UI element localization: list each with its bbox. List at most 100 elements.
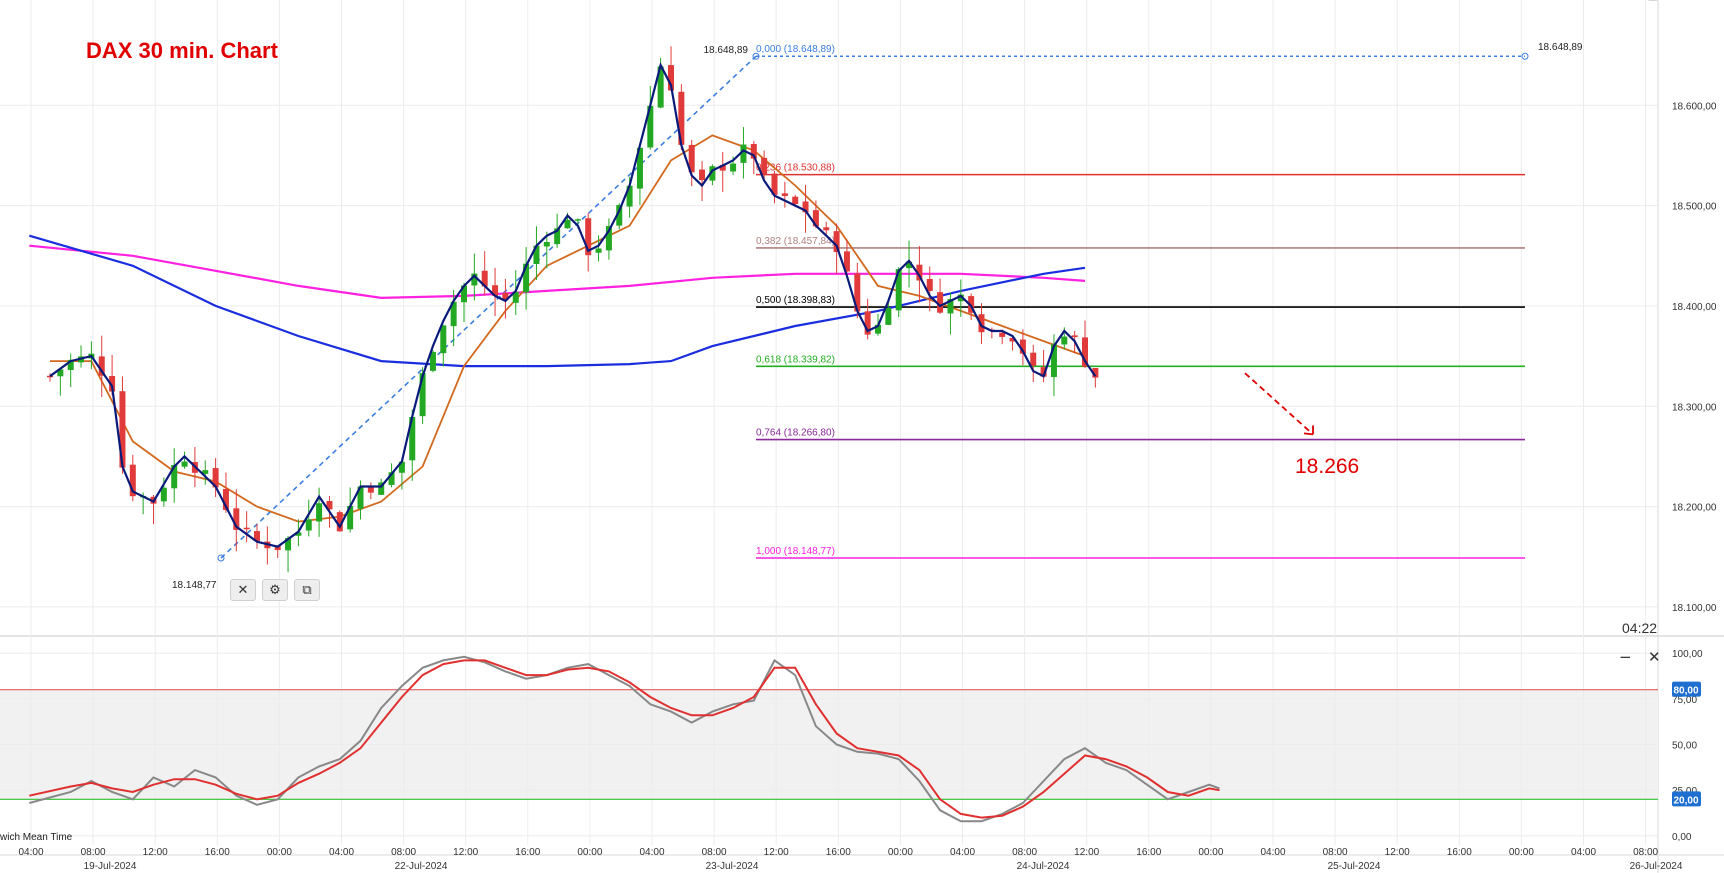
time-tick-label: 04:00: [639, 847, 664, 858]
oscillator-tick-label: 0,00: [1672, 832, 1692, 843]
price-tick-label: 18.400,00: [1672, 302, 1717, 313]
time-tick-label: 12:00: [453, 847, 478, 858]
time-tick-label: 00:00: [577, 847, 602, 858]
candle-body: [212, 468, 219, 488]
fib-low-label: 18.148,77: [172, 580, 217, 591]
candle-body: [647, 105, 654, 148]
candle-body: [564, 219, 571, 229]
settings-gear-button[interactable]: ⚙: [262, 579, 288, 601]
price-tick-label: 18.300,00: [1672, 402, 1717, 413]
candle-body: [1082, 337, 1088, 367]
candle-body: [699, 169, 706, 181]
time-tick-label: 08:00: [81, 847, 106, 858]
candle-body: [792, 196, 799, 205]
time-tick-label: 16:00: [205, 847, 230, 858]
candle-body: [336, 512, 343, 532]
price-tick-label: 18.500,00: [1672, 202, 1717, 213]
time-tick-label: 16:00: [826, 847, 851, 858]
candle-body: [295, 532, 302, 536]
fib-level-label: 0,382 (18.457,84): [756, 236, 835, 247]
candle-body: [67, 359, 74, 370]
candle-body: [305, 519, 312, 531]
close-pane-button[interactable]: ✕: [1648, 648, 1661, 666]
fib-anchor-point: [1521, 52, 1529, 60]
copy-drawing-button[interactable]: ⧉: [294, 579, 320, 601]
candle-body: [492, 285, 499, 296]
fib-level-label: 0,000 (18.648,89): [756, 44, 835, 55]
candle-body: [709, 166, 716, 181]
candle-body: [730, 163, 737, 172]
minimize-pane-button[interactable]: −: [1619, 648, 1632, 666]
ma-magenta-line: [29, 244, 1086, 300]
minimize-chart-button[interactable]: −: [1647, 0, 1659, 8]
candle-body: [109, 376, 116, 392]
oscillator-tick-label: 100,00: [1672, 649, 1703, 660]
candle-body: [885, 307, 892, 325]
candle-body: [409, 416, 416, 461]
fib-level-label: 0,236 (18.530,88): [756, 163, 835, 174]
price-tick-label: 18.100,00: [1672, 603, 1717, 614]
candle-body: [357, 486, 364, 509]
close-drawing-button[interactable]: ✕: [230, 579, 256, 601]
candle-body: [781, 193, 788, 197]
candle-body: [854, 273, 861, 312]
candle-body: [222, 488, 229, 510]
candle-body: [585, 218, 592, 256]
time-tick-label: 04:00: [329, 847, 354, 858]
oscillator-level-badge-text: 80,00: [1673, 686, 1698, 697]
target-annotation: 18.266: [1295, 455, 1360, 478]
candle-body: [98, 356, 105, 376]
close-price-line: [49, 62, 1097, 548]
oscillator-level-badge-text: 20,00: [1673, 795, 1698, 806]
candle-body: [636, 147, 643, 189]
candle-body: [605, 226, 612, 251]
date-tick-label: 24-Jul-2024: [1017, 861, 1070, 872]
candle-body: [626, 185, 633, 207]
candle-body: [750, 143, 757, 159]
oscillator-tick-label: 50,00: [1672, 741, 1697, 752]
candle-body: [481, 270, 488, 287]
candle-body: [999, 332, 1006, 337]
time-tick-label: 08:00: [1633, 847, 1658, 858]
fib-level-label: 0,764 (18.266,80): [756, 428, 835, 439]
candle-body: [802, 201, 809, 213]
time-tick-label: 04:00: [18, 847, 43, 858]
time-tick-label: 04:00: [1260, 847, 1285, 858]
oscillator-level-badge: [1672, 791, 1701, 807]
date-tick-label: 19-Jul-2024: [84, 861, 137, 872]
candle-body: [719, 164, 726, 171]
time-tick-label: 12:00: [764, 847, 789, 858]
candle-body: [906, 261, 913, 269]
candle-body: [554, 228, 561, 245]
time-tick-label: 12:00: [143, 847, 168, 858]
candle-body: [947, 299, 954, 314]
fib-trend-line: [220, 55, 757, 559]
candle-body: [1071, 335, 1078, 338]
date-tick-label: 23-Jul-2024: [706, 861, 759, 872]
fib-right-label: 18.648,89: [1538, 42, 1583, 53]
time-tick-label: 16:00: [1136, 847, 1161, 858]
candle-body: [823, 227, 830, 231]
candle-body: [1030, 352, 1037, 366]
candle-body: [812, 210, 819, 227]
fib-anchor-point: [752, 52, 760, 60]
candle-body: [574, 219, 581, 221]
candle-body: [502, 292, 509, 301]
bar-countdown-clock: 04:22: [1622, 620, 1658, 636]
candle-body: [285, 538, 292, 551]
candle-body: [957, 294, 964, 302]
candle-body: [688, 144, 695, 173]
candle-body: [668, 65, 674, 91]
candle-body: [347, 506, 354, 530]
candle-body: [378, 482, 385, 495]
candle-body: [1061, 336, 1068, 345]
forecast-arrow-line: [1244, 372, 1314, 436]
candle-body: [1040, 367, 1047, 377]
candle-body: [678, 91, 685, 145]
fib-low-point: [217, 554, 225, 562]
candle-body: [657, 66, 664, 108]
candle-body: [512, 291, 519, 303]
time-tick-label: 00:00: [1509, 847, 1534, 858]
candle-body: [398, 461, 405, 473]
